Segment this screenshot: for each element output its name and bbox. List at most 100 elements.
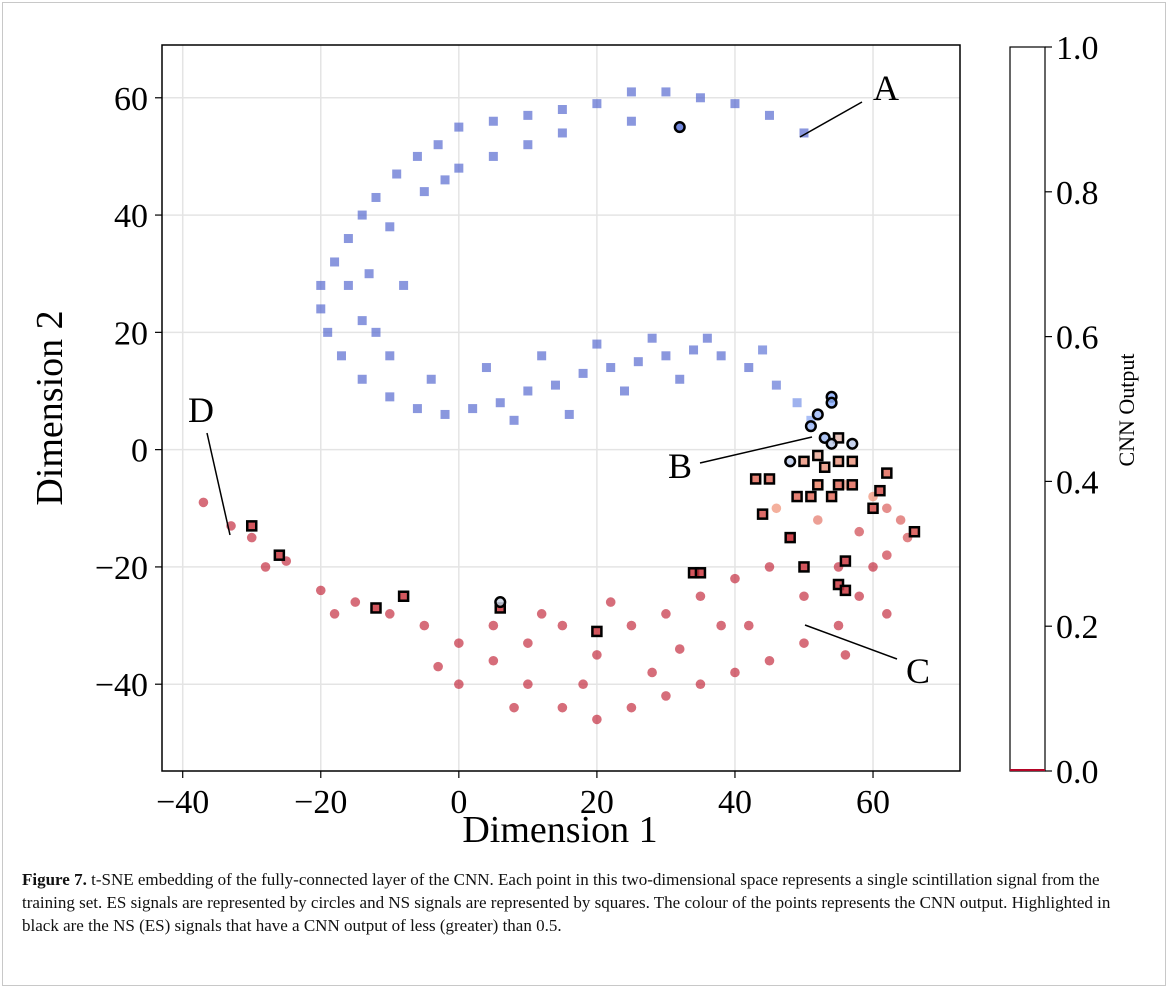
x-tick-label: 60: [856, 784, 890, 821]
caption-text: t-SNE embedding of the fully-connected l…: [22, 870, 1111, 935]
square-point: [799, 128, 809, 138]
circle-point: [771, 503, 782, 514]
square-point: [592, 339, 602, 349]
annotation: A: [873, 68, 899, 108]
leader-line: [206, 432, 231, 536]
chart: −40 −20 0 20 40 60 −40 −20 0 20 40 60 0.0 0.2 0.4 0.6 0.…: [29, 30, 1139, 851]
square-point: [357, 210, 367, 220]
square-point: [792, 398, 802, 408]
square-point: [273, 549, 286, 561]
square-point: [763, 473, 776, 485]
square-point: [756, 508, 769, 520]
circle-point: [454, 638, 464, 648]
square-point: [626, 116, 636, 126]
circle-point: [626, 620, 637, 631]
circle-point: [882, 503, 892, 514]
colorbar-label: CNN Output: [1114, 353, 1139, 466]
square-point: [537, 351, 547, 361]
circle-point: [536, 609, 547, 619]
circle-point: [557, 620, 568, 631]
circle-point: [592, 714, 602, 725]
square-point: [454, 122, 464, 132]
circle-point: [854, 526, 865, 537]
square-point: [846, 479, 859, 491]
grid: [162, 45, 960, 771]
square-point: [468, 404, 478, 414]
y-tick-label: −40: [95, 667, 148, 704]
x-tick-label: 20: [580, 784, 614, 821]
circle-point: [812, 515, 823, 525]
y-tick-label: 0: [131, 433, 148, 470]
circle-point: [764, 655, 775, 666]
circle-point: [419, 620, 430, 631]
y-axis-label: Dimension 2: [29, 310, 71, 505]
square-point: [758, 345, 768, 355]
square-point: [550, 380, 560, 390]
square-point: [839, 584, 852, 597]
square-point: [832, 432, 845, 444]
circle-point: [592, 650, 602, 660]
square-point: [798, 561, 810, 573]
square-point: [523, 110, 533, 120]
square-point: [392, 169, 402, 179]
colorbar-tick-label: 0.6: [1056, 320, 1099, 357]
square-point: [481, 363, 491, 373]
square-point: [412, 404, 422, 414]
y-tick-label: −20: [95, 550, 148, 587]
circle-point: [784, 455, 797, 468]
colorbar-tick-label: 0.2: [1056, 609, 1099, 646]
circle-point: [578, 679, 588, 690]
square-point: [675, 374, 685, 384]
square-point: [874, 484, 886, 497]
circle-point: [799, 638, 809, 648]
square-point: [330, 257, 340, 267]
leader-line: [804, 624, 898, 660]
square-point: [364, 269, 374, 279]
square-point: [825, 490, 838, 503]
square-point: [433, 140, 443, 150]
colorbar-tick-label: 0.4: [1056, 464, 1099, 501]
circle-point: [840, 650, 851, 660]
square-point: [812, 449, 824, 462]
square-point: [357, 316, 367, 326]
square-point: [316, 280, 326, 290]
circle-point: [198, 497, 209, 508]
circle-point: [730, 573, 740, 584]
square-point: [397, 590, 410, 602]
square-point: [245, 520, 258, 532]
square-point: [592, 99, 602, 109]
circle-point: [673, 121, 686, 134]
square-point: [323, 327, 333, 337]
square-point: [557, 105, 567, 115]
square-point: [881, 467, 893, 479]
square-point: [695, 93, 705, 103]
circle-point: [846, 437, 859, 450]
square-point: [606, 363, 616, 373]
circle-point: [833, 620, 844, 631]
square-point: [488, 151, 498, 161]
square-point: [591, 625, 603, 638]
circle-point: [895, 515, 906, 525]
y-tick-label: 40: [114, 198, 148, 235]
square-point: [371, 192, 381, 202]
square-point: [488, 116, 498, 126]
annotation: B: [668, 446, 692, 486]
circle-point: [626, 702, 637, 713]
circle-point: [661, 609, 671, 619]
square-point: [370, 602, 382, 614]
circle-point: [743, 620, 754, 631]
x-tick-label: −20: [294, 784, 347, 821]
square-point: [689, 345, 699, 355]
square-point: [426, 374, 436, 384]
circle-point: [882, 609, 892, 619]
circle-point: [488, 655, 499, 666]
square-point: [578, 368, 588, 378]
square-point: [908, 525, 921, 538]
square-point: [749, 473, 762, 485]
square-point: [343, 234, 353, 244]
square-point: [412, 151, 422, 161]
square-point: [867, 502, 879, 515]
x-axis-label: Dimension 1: [462, 809, 657, 851]
square-point: [730, 99, 740, 109]
